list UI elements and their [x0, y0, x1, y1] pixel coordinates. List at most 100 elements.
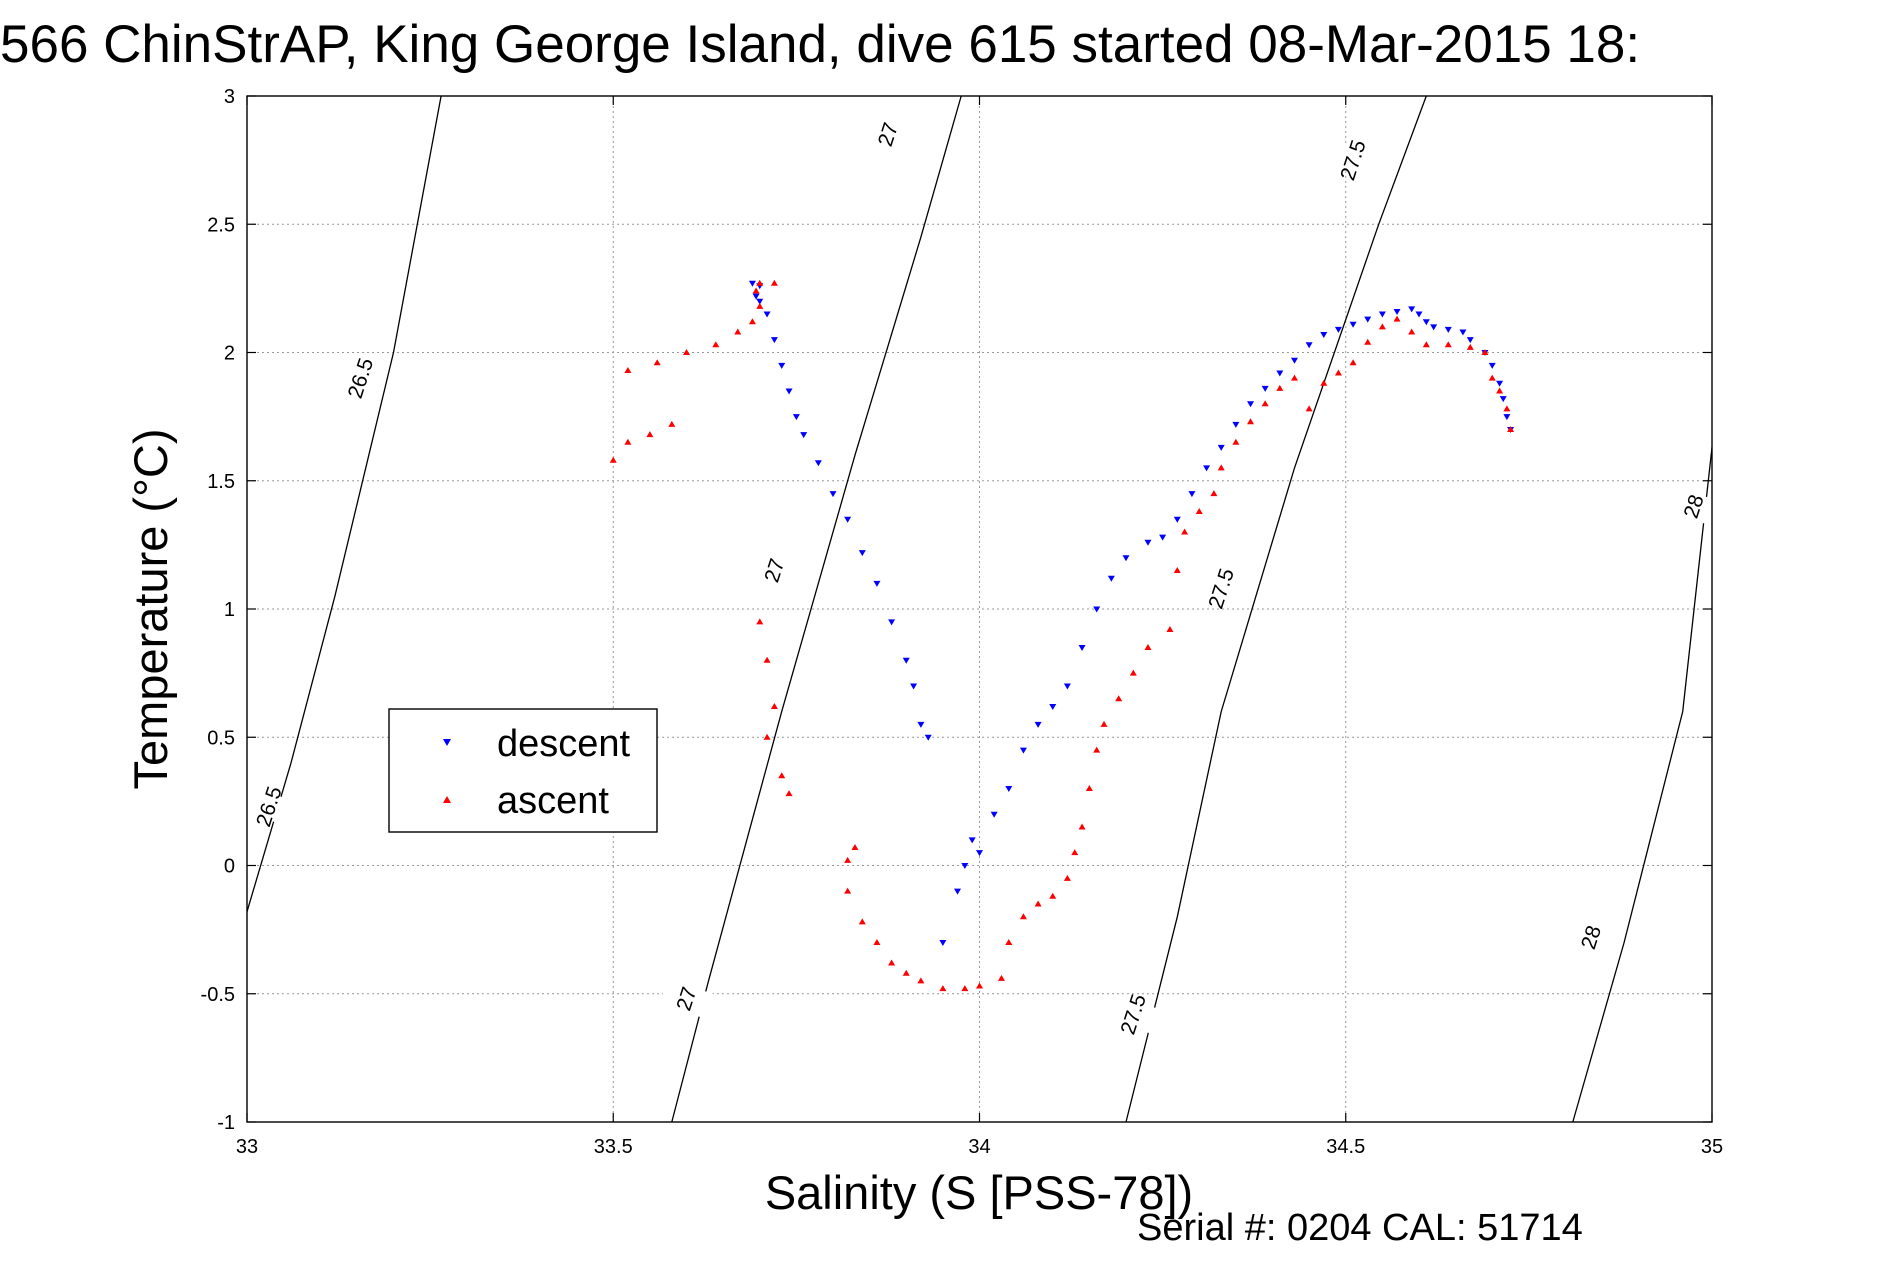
descent-point — [888, 619, 896, 626]
ascent-point — [1071, 849, 1079, 856]
ascent-point — [1481, 349, 1489, 355]
contour-label-bg — [1106, 994, 1161, 1035]
ascent-point — [961, 985, 969, 992]
descent-series — [748, 280, 1515, 946]
legend-ascent-marker — [443, 796, 451, 803]
descent-point — [1349, 321, 1357, 328]
descent-point — [1144, 539, 1152, 546]
descent-point — [1334, 326, 1342, 333]
legend: descent ascent — [388, 708, 658, 833]
ascent-point — [653, 359, 661, 366]
axis-ticks: 33 33.5 34 34.5 35 -1 -0.5 0 0.5 1 1.5 2 2.5 3 — [201, 86, 1724, 1158]
descent-point — [1422, 319, 1430, 326]
descent-point — [785, 388, 793, 395]
descent-point — [1107, 575, 1115, 582]
y-axis-label: Temperature (°C) — [124, 429, 177, 790]
descent-point — [756, 298, 764, 305]
ascent-point — [1349, 359, 1357, 366]
descent-point — [1217, 444, 1225, 451]
ascent-point — [756, 302, 764, 309]
y-tick-label: 1.5 — [207, 471, 235, 493]
ascent-point — [1507, 425, 1515, 432]
x-axis-label: Salinity (S [PSS-78]) — [765, 1166, 1193, 1219]
descent-point — [829, 491, 837, 498]
ascent-point — [1334, 369, 1342, 376]
x-tick-label: 34 — [968, 1136, 990, 1158]
ascent-point — [1364, 338, 1372, 345]
y-tick-label: 0.5 — [207, 727, 235, 749]
descent-point — [1247, 401, 1255, 408]
ascent-point — [1276, 384, 1284, 391]
y-tick-label: 2 — [224, 343, 235, 365]
descent-point — [1496, 380, 1504, 387]
ascent-point — [748, 318, 756, 325]
descent-point — [1093, 606, 1101, 613]
descent-point — [976, 850, 983, 857]
ascent-point — [1093, 746, 1101, 753]
contour-label-bg — [747, 550, 802, 591]
ascent-point — [1115, 695, 1123, 702]
ascent-point — [1144, 643, 1152, 650]
descent-point — [858, 550, 866, 557]
ascent-point — [1129, 669, 1137, 676]
legend-descent-label: descent — [497, 723, 631, 765]
contour-label-bg — [1666, 486, 1721, 527]
descent-point — [1261, 385, 1269, 392]
descent-point — [1408, 306, 1416, 313]
descent-point — [902, 657, 910, 664]
descent-point — [1159, 534, 1167, 541]
ascent-point — [1503, 405, 1511, 412]
x-tick-label: 35 — [1701, 1136, 1723, 1158]
ascent-point — [778, 772, 786, 779]
descent-point — [968, 837, 976, 844]
descent-point — [1063, 683, 1071, 690]
ascent-point — [1408, 328, 1416, 335]
descent-point — [1378, 311, 1386, 318]
ascent-point — [844, 887, 852, 894]
ascent-point — [1049, 892, 1057, 899]
descent-point — [1290, 357, 1298, 364]
descent-point — [1503, 414, 1511, 421]
ascent-point — [624, 366, 632, 373]
descent-point — [917, 721, 925, 728]
descent-point — [778, 362, 786, 369]
ascent-point — [1078, 823, 1086, 830]
legend-box — [388, 708, 658, 833]
chart-title: 566 ChinStrAP, King George Island, dive … — [0, 15, 1640, 74]
serial-cal-footer: Serial #: 0204 CAL: 51714 — [1137, 1207, 1583, 1249]
ascent-point — [1444, 341, 1452, 348]
descent-point — [1364, 316, 1372, 323]
ascent-series — [609, 279, 1515, 992]
ascent-point — [1232, 438, 1240, 445]
y-tick-label: -1 — [217, 1112, 235, 1134]
descent-point — [1078, 644, 1086, 651]
contour-label-bg — [861, 114, 915, 155]
ascent-point — [770, 702, 778, 709]
descent-point — [1232, 421, 1240, 428]
descent-point — [939, 939, 947, 946]
descent-point — [873, 580, 881, 587]
ascent-point — [858, 918, 866, 925]
ascent-point — [1019, 913, 1027, 920]
descent-point — [748, 280, 756, 287]
ascent-point — [1488, 374, 1496, 381]
descent-point — [1122, 555, 1130, 562]
ascent-point — [756, 618, 764, 625]
descent-point — [792, 414, 800, 421]
y-tick-label: 3 — [224, 86, 235, 108]
ascent-point — [752, 287, 760, 294]
ascent-point — [851, 844, 859, 851]
descent-point — [814, 460, 822, 467]
ascent-point — [668, 420, 676, 427]
descent-point — [1393, 308, 1401, 315]
ascent-point — [844, 856, 852, 863]
ascent-point — [976, 982, 983, 989]
ascent-point — [1378, 323, 1386, 330]
legend-ascent-label: ascent — [497, 780, 609, 822]
ascent-point — [1496, 387, 1504, 394]
descent-point — [1305, 342, 1313, 349]
ascent-point — [1422, 341, 1430, 348]
ascent-point — [1305, 405, 1313, 412]
